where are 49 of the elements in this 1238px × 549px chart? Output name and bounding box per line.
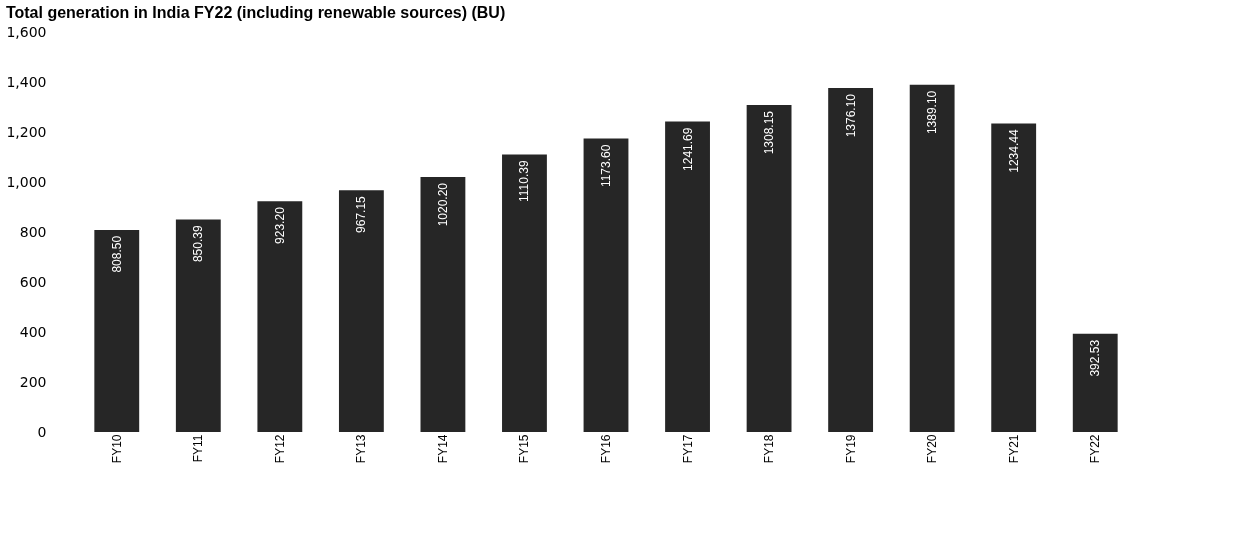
bar <box>175 219 221 432</box>
data-label: 1241.69 <box>680 127 695 171</box>
data-label: 1110.39 <box>517 160 532 203</box>
y-tick-label: 1,200 <box>6 123 47 140</box>
x-tick-label: FY12 <box>272 434 287 464</box>
x-tick-label: FY22 <box>1088 434 1103 464</box>
bar <box>94 229 140 432</box>
data-label: 1376.10 <box>843 93 858 138</box>
bar <box>257 201 303 432</box>
bar <box>909 84 955 432</box>
x-tick-label: FY20 <box>925 434 940 464</box>
bar <box>1072 333 1118 432</box>
y-tick-label: 0 <box>37 423 47 440</box>
data-label: 1234.44 <box>1006 129 1021 173</box>
y-tick-label: 400 <box>19 323 47 340</box>
data-label: 1389.10 <box>925 90 940 135</box>
bar <box>502 154 547 432</box>
y-tick-label: 800 <box>19 223 47 240</box>
data-label: 1173.60 <box>599 144 613 188</box>
y-tick-label: 1,600 <box>6 23 47 40</box>
x-tick-label: FY18 <box>762 434 777 464</box>
x-tick-label: FY19 <box>843 434 858 464</box>
bar <box>338 190 384 432</box>
y-tick-label: 1,000 <box>6 173 47 190</box>
bar <box>420 176 466 432</box>
bar <box>828 87 874 432</box>
x-tick-label: FY21 <box>1006 434 1021 464</box>
x-tick-label: FY13 <box>354 434 369 464</box>
x-tick-label: FY11 <box>191 434 206 463</box>
x-tick-label: FY10 <box>109 434 124 464</box>
y-tick-label: 200 <box>19 373 47 390</box>
data-label: 923.20 <box>272 206 287 244</box>
x-tick-label: FY15 <box>517 434 532 464</box>
y-tick-label: 1,400 <box>6 73 47 90</box>
data-label: 967.15 <box>354 195 369 233</box>
data-label: 392.53 <box>1088 339 1103 377</box>
data-label: 1020.20 <box>435 182 450 227</box>
data-label: 1308.15 <box>762 110 777 155</box>
x-tick-label: FY14 <box>435 434 450 464</box>
x-tick-label: FY16 <box>599 434 613 464</box>
data-label: 850.39 <box>191 225 206 263</box>
bar <box>991 123 1037 432</box>
bar <box>583 138 629 432</box>
chart-title: Total generation in India FY22 (including renewable sources) (BU) <box>5 4 506 21</box>
data-label: 808.50 <box>109 235 124 273</box>
x-tick-label: FY17 <box>680 434 695 464</box>
y-tick-label: 600 <box>19 273 47 290</box>
bar <box>746 104 792 432</box>
bar <box>665 121 710 432</box>
